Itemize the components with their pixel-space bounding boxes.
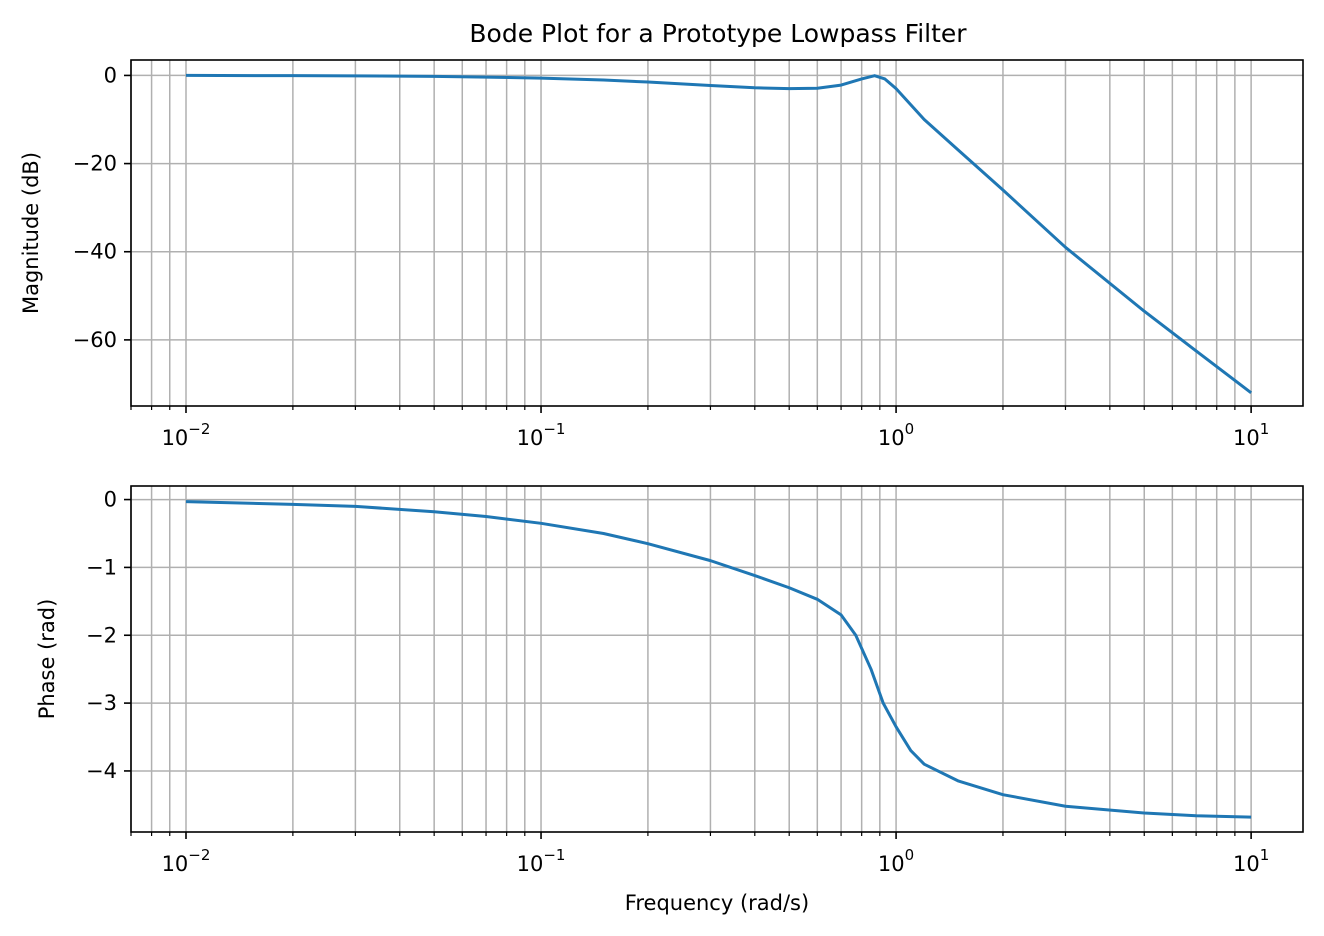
y-tick-label: −60 xyxy=(73,328,117,352)
x-tick-label: 10−1 xyxy=(517,420,566,450)
axes-frame xyxy=(130,485,1304,833)
series-line-0 xyxy=(185,73,1253,394)
y-axis-label: Phase (rad) xyxy=(35,599,59,720)
x-tick-label: 100 xyxy=(878,846,914,876)
x-tick-label: 10−1 xyxy=(517,846,566,876)
y-tick-label: −2 xyxy=(86,623,117,647)
grid xyxy=(130,60,1303,406)
y-tick-label: −20 xyxy=(73,152,117,176)
phase-panel: 10−2 10−1 100 101 0 −1 −2 −3 −4 Phase (rad) Freque… xyxy=(35,485,1304,915)
axes-frame xyxy=(130,59,1304,407)
series-line-0 xyxy=(185,500,1252,819)
x-axis-label: Frequency (rad/s) xyxy=(625,891,809,915)
chart-title: Bode Plot for a Prototype Lowpass Filter xyxy=(469,19,967,48)
x-tick-label: 10−2 xyxy=(162,846,211,876)
x-tick-label: 10−2 xyxy=(162,420,211,450)
y-tick-label: −1 xyxy=(86,555,117,579)
magnitude-panel: 10−2 10−1 100 101 0 −20 −40 −60 Magnitude (dB) xyxy=(19,59,1304,450)
y-axis-label: Magnitude (dB) xyxy=(19,152,43,314)
y-tick-label: −40 xyxy=(73,240,117,264)
y-tick-label: 0 xyxy=(104,63,117,87)
x-tick-label: 100 xyxy=(878,420,914,450)
y-tick-label: 0 xyxy=(104,488,117,512)
grid xyxy=(130,486,1303,832)
x-tick-label: 101 xyxy=(1233,846,1269,876)
y-tick-label: −4 xyxy=(86,759,117,783)
x-tick-label: 101 xyxy=(1233,420,1269,450)
y-tick-label: −3 xyxy=(86,691,117,715)
